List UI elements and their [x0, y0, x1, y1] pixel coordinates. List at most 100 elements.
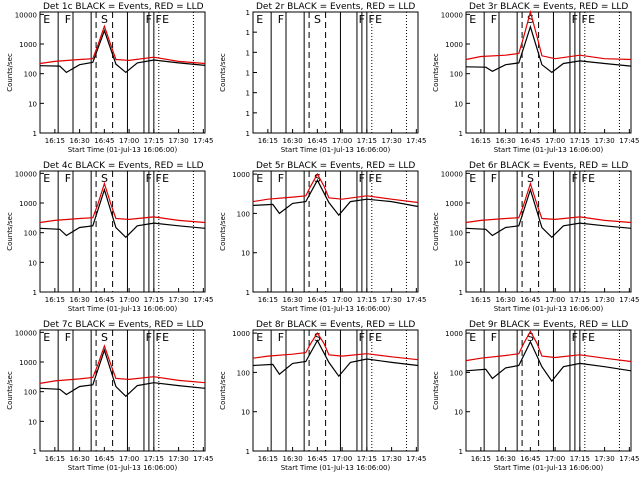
y-tick-label: 1000 — [445, 41, 463, 49]
y-tick-label: 1000 — [232, 171, 250, 179]
event-marker-label: F — [369, 331, 375, 344]
event-marker-label: F — [146, 13, 152, 26]
event-marker-label: E — [43, 13, 50, 26]
x-tick-label: 17:30 — [169, 296, 189, 304]
y-tick-label: 100 — [237, 369, 250, 377]
event-marker-label: F — [278, 331, 284, 344]
x-tick-label: 16:15 — [258, 296, 278, 304]
x-tick-label: 17:00 — [545, 296, 565, 304]
plot-frame — [39, 329, 206, 452]
event-marker-label: S — [314, 13, 321, 26]
y-tick-label: 1000 — [445, 330, 463, 338]
x-tick-label: 16:45 — [94, 137, 114, 145]
x-tick-label: 16:30 — [283, 137, 303, 145]
event-marker-label: E — [43, 172, 50, 185]
panel-title: Det 3r BLACK = Events, RED = LLD — [469, 2, 628, 12]
event-marker-label: S — [101, 331, 108, 344]
x-tick-label: 17:00 — [545, 455, 565, 463]
y-tick-label: 10 — [28, 100, 37, 108]
event-marker-label: S — [527, 172, 534, 185]
x-tick-label: 16:45 — [307, 137, 327, 145]
lld-series-line — [465, 181, 632, 224]
lld-series-line — [252, 172, 419, 204]
y-tick-label: 100 — [450, 369, 463, 377]
event-marker-label: F — [156, 331, 162, 344]
lld-series-line — [39, 24, 206, 65]
y-axis-label: Counts/sec — [219, 371, 227, 410]
y-tick-label: 100 — [450, 71, 463, 79]
event-marker-label: F — [278, 13, 284, 26]
event-marker-label: F — [359, 331, 365, 344]
event-marker-label: S — [527, 331, 534, 344]
y-tick-label: 1 — [246, 49, 250, 57]
plot-frame — [252, 329, 419, 452]
y-tick-label: 1 — [459, 130, 463, 138]
y-tick-label: 10 — [28, 259, 37, 267]
y-tick-label: 1 — [246, 9, 250, 17]
panel-title: Det 6r BLACK = Events, RED = LLD — [469, 161, 628, 171]
event-marker-label: S — [314, 331, 321, 344]
y-tick-label: 1 — [246, 130, 250, 138]
events-series-line — [252, 178, 419, 217]
panel-title: Det 9r BLACK = Events, RED = LLD — [469, 320, 628, 330]
y-axis-label: Counts/sec — [432, 371, 440, 410]
x-tick-label: 16:45 — [307, 296, 327, 304]
plot-frame — [465, 329, 632, 452]
events-series-line — [39, 28, 206, 74]
y-tick-label: 1000 — [19, 41, 37, 49]
y-tick-label: 100 — [24, 71, 37, 79]
y-tick-label: 100 — [24, 389, 37, 397]
x-tick-label: 17:30 — [595, 455, 615, 463]
x-tick-label: 17:45 — [406, 455, 426, 463]
x-tick-label: 16:15 — [471, 455, 491, 463]
y-tick-label: 1 — [246, 70, 250, 78]
y-axis-label: Counts/sec — [432, 212, 440, 251]
y-tick-label: 100 — [450, 230, 463, 238]
y-tick-label: 1 — [33, 448, 37, 456]
x-tick-label: 17:30 — [595, 137, 615, 145]
y-tick-label: 1 — [246, 90, 250, 98]
x-tick-label: 17:15 — [357, 296, 377, 304]
y-tick-label: 1 — [33, 289, 37, 297]
x-tick-label: 17:45 — [619, 296, 639, 304]
y-tick-label: 1 — [459, 289, 463, 297]
event-marker-label: F — [572, 172, 578, 185]
event-marker-label: E — [256, 172, 263, 185]
y-tick-label: 10 — [454, 259, 463, 267]
x-tick-label: 16:30 — [283, 296, 303, 304]
x-tick-label: 16:45 — [520, 455, 540, 463]
x-tick-label: 16:30 — [70, 455, 90, 463]
y-tick-label: 1 — [246, 448, 250, 456]
event-marker-label: F — [582, 172, 588, 185]
event-marker-label: F — [359, 13, 365, 26]
x-tick-label: 16:45 — [94, 296, 114, 304]
x-tick-label: 16:15 — [471, 137, 491, 145]
events-series-line — [465, 340, 632, 383]
y-tick-label: 10000 — [441, 170, 463, 178]
x-tick-label: 17:45 — [406, 137, 426, 145]
lld-series-line — [465, 9, 632, 61]
panel-title: Det 1c BLACK = Events, RED = LLD — [43, 2, 204, 12]
event-marker-label: S — [101, 172, 108, 185]
lld-series-line — [465, 330, 632, 363]
x-tick-label: 16:45 — [520, 137, 540, 145]
x-tick-label: 16:45 — [307, 455, 327, 463]
event-marker-label: E — [588, 172, 595, 185]
plot-frame — [252, 11, 419, 134]
event-marker-label: F — [146, 172, 152, 185]
x-tick-label: 17:00 — [119, 137, 139, 145]
event-marker-label: F — [359, 172, 365, 185]
panel-title: Det 2r BLACK = Events, RED = LLD — [256, 2, 415, 12]
y-tick-label: 10000 — [15, 11, 37, 19]
y-tick-label: 100 — [237, 210, 250, 218]
y-axis-label: Counts/sec — [432, 53, 440, 92]
x-tick-label: 16:15 — [45, 455, 65, 463]
panel-title: Det 7c BLACK = Events, RED = LLD — [43, 320, 204, 330]
event-marker-label: E — [162, 331, 169, 344]
event-marker-label: F — [278, 172, 284, 185]
